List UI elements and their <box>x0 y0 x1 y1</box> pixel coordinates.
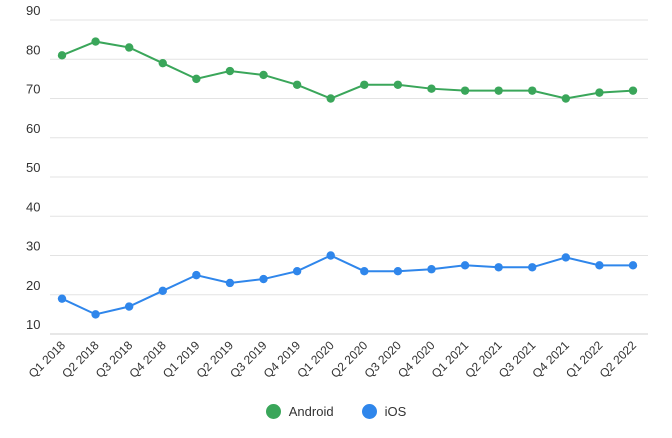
y-tick-label: 60 <box>26 121 40 136</box>
data-point-android <box>326 94 335 103</box>
legend-label: Android <box>288 404 334 419</box>
data-point-android <box>628 86 638 95</box>
data-point-android <box>225 66 235 76</box>
data-point-android <box>292 80 302 89</box>
y-tick-label: 90 <box>26 3 40 18</box>
data-point-ios <box>292 267 302 276</box>
data-point-android <box>427 84 436 93</box>
data-point-ios <box>427 265 436 274</box>
data-point-ios <box>460 261 470 270</box>
data-point-ios <box>595 261 604 270</box>
y-tick-label: 50 <box>26 160 40 175</box>
data-point-android <box>192 74 201 84</box>
series-line-ios <box>61 254 633 316</box>
x-tick-label: Q2 2022 <box>597 338 640 381</box>
data-point-android <box>158 58 167 68</box>
series-lines <box>61 40 634 316</box>
data-point-ios <box>91 310 100 319</box>
data-point-android <box>91 37 100 46</box>
y-tick-label: 20 <box>26 278 40 293</box>
data-point-android <box>393 80 403 89</box>
data-point-ios <box>124 302 134 311</box>
data-point-android <box>360 80 369 89</box>
data-point-ios <box>326 251 335 260</box>
legend-swatch <box>361 404 377 419</box>
legend-swatch <box>265 404 281 419</box>
data-point-ios <box>259 274 268 284</box>
data-point-android <box>124 43 134 52</box>
data-point-ios <box>360 267 369 276</box>
data-point-android <box>57 51 67 60</box>
data-point-ios <box>628 261 638 270</box>
legend-label: iOS <box>384 404 407 419</box>
data-point-android <box>460 86 470 95</box>
data-point-android <box>561 94 571 103</box>
y-tick-label: 30 <box>26 239 40 254</box>
series-points <box>57 37 638 319</box>
y-tick-label: 40 <box>26 199 40 214</box>
legend-item-ios[interactable]: iOS <box>361 404 407 419</box>
chart-legend: Android iOS <box>0 404 672 419</box>
data-point-ios <box>561 253 571 262</box>
data-point-android <box>528 86 537 95</box>
legend-item-android[interactable]: Android <box>265 404 334 419</box>
data-point-android <box>595 88 604 97</box>
data-point-ios <box>494 263 503 272</box>
data-point-ios <box>225 278 235 288</box>
data-point-ios <box>528 263 537 272</box>
data-point-ios <box>393 267 403 276</box>
y-axis-ticks: 10 20 30 40 50 60 70 80 90 <box>26 3 40 332</box>
grid-lines <box>50 19 648 335</box>
y-tick-label: 80 <box>26 42 40 57</box>
y-tick-label: 10 <box>26 317 40 332</box>
series-line-android <box>61 40 634 100</box>
data-point-ios <box>192 270 201 280</box>
data-point-android <box>494 86 503 95</box>
data-point-ios <box>57 294 67 303</box>
y-tick-label: 70 <box>26 82 40 97</box>
data-point-ios <box>158 286 167 296</box>
data-point-android <box>259 70 268 80</box>
